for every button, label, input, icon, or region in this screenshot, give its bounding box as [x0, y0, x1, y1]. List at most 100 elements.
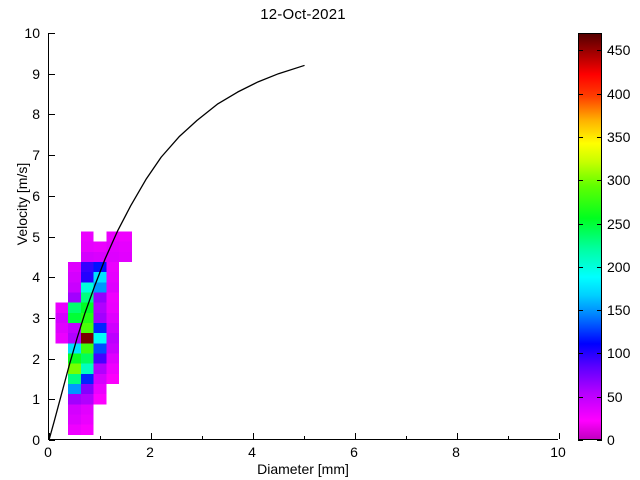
- y-tick: [49, 277, 55, 279]
- heatmap-cell: [93, 343, 107, 354]
- colorbar-ticklabel: 250: [607, 215, 631, 232]
- y-tick: [49, 236, 55, 238]
- y-tick: [49, 73, 55, 75]
- y-tick: [49, 114, 55, 116]
- heatmap-cell: [80, 241, 94, 252]
- heatmap-cell: [106, 272, 120, 283]
- heatmap-cell: [68, 373, 81, 385]
- colorbar-ticklabel: 150: [607, 302, 631, 319]
- heatmap-cell: [68, 414, 81, 425]
- heatmap-cell: [80, 272, 94, 283]
- heatmap-cell: [93, 373, 107, 385]
- heatmap-cell: [68, 261, 81, 273]
- x-tick: [559, 433, 560, 439]
- heatmap-cell: [68, 363, 81, 374]
- heatmap-cell: [55, 322, 69, 334]
- colorbar-ticklabel: 300: [607, 172, 631, 189]
- y-tick: [49, 33, 55, 34]
- heatmap-cell: [93, 251, 107, 262]
- colorbar[interactable]: 0 50 100 150 200 250 300 350 400 450: [578, 33, 630, 448]
- heatmap-cell: [80, 322, 94, 334]
- colorbar-tick: [578, 310, 583, 312]
- heatmap-cell: [68, 404, 81, 415]
- x-tick-minor: [100, 435, 101, 439]
- colorbar-tick: [597, 180, 602, 182]
- heatmap-cell: [106, 322, 120, 334]
- colorbar-ticklabel: 0: [607, 432, 615, 448]
- heatmap-cell: [80, 353, 94, 364]
- colorbar-tick: [597, 136, 602, 138]
- heatmap-cell: [68, 384, 81, 395]
- x-tick: [151, 433, 152, 439]
- heatmap-cell: [68, 322, 81, 334]
- heatmap-cell: [106, 312, 120, 323]
- heatmap-cell: [68, 333, 81, 344]
- heatmap-cell: [68, 424, 81, 435]
- colorbar-tick: [597, 440, 602, 441]
- heatmap-cell: [80, 384, 94, 395]
- heatmap-cell: [68, 302, 81, 313]
- x-tick-minor: [406, 435, 407, 439]
- colorbar-tick: [597, 50, 602, 52]
- x-tick: [457, 433, 458, 439]
- plot-axes[interactable]: [48, 33, 560, 441]
- heatmap-cell: [93, 394, 107, 405]
- heatmap-cell: [93, 353, 107, 364]
- heatmap-cell: [93, 312, 107, 323]
- colorbar-tick: [597, 223, 602, 225]
- y-ticklabel: 4: [32, 269, 40, 286]
- colorbar-tick: [578, 266, 583, 268]
- heatmap-cell: [93, 241, 107, 252]
- x-ticklabel: 6: [350, 444, 358, 460]
- heatmap-cell: [80, 424, 94, 435]
- y-tick: [49, 155, 55, 157]
- heatmap-cell: [106, 302, 120, 313]
- colorbar-tick: [578, 396, 583, 398]
- x-tick-minor: [304, 435, 305, 439]
- heatmap-cell-group: [55, 231, 132, 435]
- heatmap-cell: [68, 394, 81, 405]
- heatmap-cell: [68, 282, 81, 293]
- x-tick-minor: [508, 435, 509, 439]
- colorbar-ticklabel: 450: [607, 42, 631, 59]
- x-ticklabel: 10: [550, 444, 566, 460]
- colorbar-tick: [578, 50, 583, 52]
- heatmap-cell: [106, 343, 120, 354]
- heatmap-svg: [49, 64, 305, 439]
- heatmap-cell: [119, 241, 132, 252]
- heatmap-cell: [80, 414, 94, 425]
- heatmap-cell: [55, 333, 69, 344]
- heatmap-cell: [80, 333, 94, 344]
- y-tick: [49, 440, 55, 441]
- heatmap-cell: [106, 353, 120, 364]
- heatmap-cell: [93, 282, 107, 293]
- heatmap-cell: [93, 292, 107, 303]
- heatmap-cell: [119, 231, 132, 242]
- colorbar-tick: [578, 180, 583, 182]
- y-tick: [49, 195, 55, 197]
- heatmap-cell: [93, 261, 107, 273]
- colorbar-tick: [597, 93, 602, 95]
- colorbar-gradient: [578, 33, 602, 440]
- y-tick: [49, 358, 55, 360]
- heatmap-cell: [80, 404, 94, 415]
- heatmap-cell: [93, 363, 107, 374]
- x-tick-minor: [202, 435, 203, 439]
- colorbar-ticklabel: 200: [607, 258, 631, 275]
- colorbar-ticklabel: 100: [607, 345, 631, 362]
- y-tick: [49, 399, 55, 401]
- heatmap-cell: [80, 394, 94, 405]
- colorbar-ticklabel: 50: [607, 388, 623, 405]
- colorbar-ticklabel: 400: [607, 85, 631, 102]
- colorbar-tick: [578, 353, 583, 355]
- y-ticklabel: 7: [32, 147, 40, 164]
- heatmap-cell: [68, 272, 81, 283]
- colorbar-tick: [578, 440, 583, 441]
- colorbar-tick: [578, 93, 583, 95]
- heatmap-cell: [80, 231, 94, 242]
- y-axis-label: Velocity [m/s]: [14, 162, 30, 246]
- heatmap-cell: [68, 292, 81, 303]
- colorbar-ticklabel: 350: [607, 128, 631, 145]
- heatmap-cell: [80, 282, 94, 293]
- heatmap-cell: [93, 333, 107, 344]
